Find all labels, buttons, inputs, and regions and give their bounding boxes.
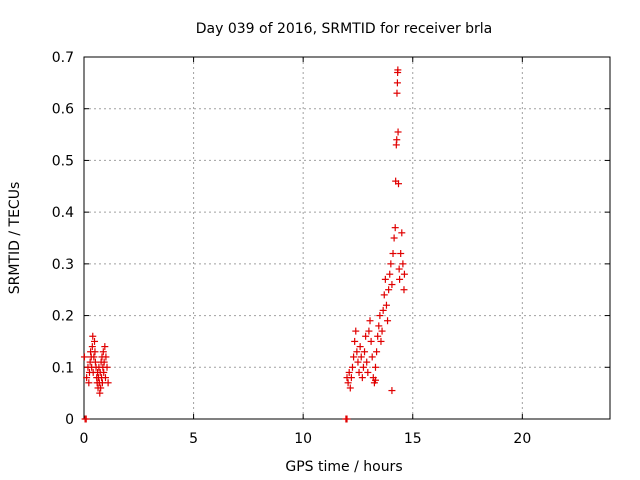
y-tick-label: 0.7 — [52, 50, 74, 66]
data-point — [97, 384, 105, 392]
data-point — [346, 384, 354, 392]
x-tick-label: 15 — [404, 431, 422, 447]
data-point — [355, 368, 363, 376]
data-point — [100, 358, 108, 366]
data-point — [400, 286, 408, 294]
data-point — [368, 353, 376, 361]
data-point — [101, 374, 109, 382]
data-point — [390, 234, 398, 242]
data-point — [91, 348, 99, 356]
y-tick-label: 0.4 — [52, 205, 74, 221]
data-point — [344, 379, 352, 387]
data-point — [394, 128, 402, 136]
data-point — [365, 327, 373, 335]
data-points — [80, 66, 408, 423]
data-point — [100, 368, 108, 376]
data-point — [343, 415, 351, 423]
data-point — [99, 348, 107, 356]
data-point — [351, 337, 359, 345]
data-point — [393, 136, 401, 144]
data-point — [361, 348, 369, 356]
data-point — [386, 270, 394, 278]
y-tick-label: 0.6 — [52, 102, 74, 118]
data-point — [395, 265, 403, 273]
axis-ticks: 0 5 10 15 20 0 0.1 0.2 0.3 0.4 0.5 0.6 0.7 — [52, 50, 610, 447]
data-point — [385, 286, 393, 294]
data-point — [353, 348, 361, 356]
x-tick-label: 20 — [513, 431, 531, 447]
x-axis-label: GPS time / hours — [285, 459, 402, 475]
data-point — [387, 260, 395, 268]
data-point — [364, 368, 372, 376]
x-tick-label: 10 — [294, 431, 312, 447]
data-point — [82, 415, 90, 423]
data-point — [96, 389, 104, 397]
data-point — [391, 224, 399, 232]
data-point — [371, 376, 379, 384]
data-point — [345, 368, 353, 376]
data-point — [356, 343, 364, 351]
data-point — [389, 250, 397, 258]
data-point — [380, 291, 388, 299]
data-point — [379, 306, 387, 314]
y-tick-label: 0.2 — [52, 309, 74, 325]
x-tick-label: 5 — [189, 431, 198, 447]
data-point — [354, 358, 362, 366]
data-point — [388, 281, 396, 289]
data-point — [80, 353, 88, 361]
data-point — [384, 317, 392, 325]
data-point — [85, 379, 93, 387]
data-point — [381, 275, 389, 283]
data-point — [393, 89, 401, 97]
data-point — [88, 343, 96, 351]
data-point — [396, 275, 404, 283]
data-point — [359, 363, 367, 371]
data-point — [90, 353, 98, 361]
y-tick-label: 0.3 — [52, 257, 74, 273]
y-tick-label: 0.1 — [52, 360, 74, 376]
data-point — [394, 66, 402, 74]
data-point — [348, 363, 356, 371]
data-point — [376, 312, 384, 320]
data-point — [102, 353, 110, 361]
data-point — [371, 363, 379, 371]
data-point — [362, 332, 370, 340]
chart-title: Day 039 of 2016, SRMTID for receiver brl… — [196, 21, 493, 37]
data-point — [347, 374, 355, 382]
data-point — [375, 322, 383, 330]
data-point — [101, 343, 109, 351]
plot-frame — [83, 56, 611, 420]
data-point — [377, 337, 385, 345]
data-point — [400, 270, 408, 278]
data-point — [374, 332, 382, 340]
grid — [84, 57, 610, 419]
data-point — [352, 327, 360, 335]
data-point — [398, 229, 406, 237]
y-tick-label: 0.5 — [52, 153, 74, 169]
y-axis-label: SRMTID / TECUs — [7, 182, 23, 295]
data-point — [393, 79, 401, 87]
data-point — [350, 353, 358, 361]
x-tick-label: 0 — [80, 431, 89, 447]
data-point — [89, 332, 97, 340]
data-point — [363, 358, 371, 366]
y-tick-label: 0 — [65, 412, 74, 428]
data-point — [373, 348, 381, 356]
data-point — [367, 337, 375, 345]
data-point — [357, 353, 365, 361]
data-point — [397, 250, 405, 258]
data-point — [104, 379, 112, 387]
data-point — [358, 374, 366, 382]
data-point — [91, 337, 99, 345]
data-point — [366, 317, 374, 325]
data-point — [103, 363, 111, 371]
data-point — [395, 180, 403, 188]
data-point — [399, 260, 407, 268]
data-point — [388, 387, 396, 395]
data-point — [378, 327, 386, 335]
data-point — [83, 374, 91, 382]
data-point — [382, 301, 390, 309]
